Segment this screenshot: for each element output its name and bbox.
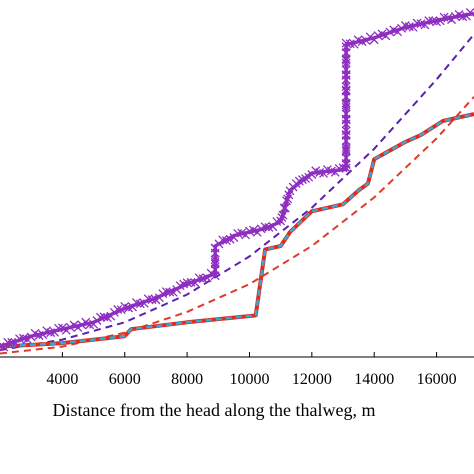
x-tick-label: 12000 — [292, 371, 332, 388]
x-axis: 4000 6000 8000 10000 12000 14000 16000 — [0, 352, 474, 388]
data-point — [46, 328, 56, 338]
data-point — [341, 145, 351, 155]
plot-area — [0, 7, 474, 355]
data-point — [365, 32, 375, 42]
data-point — [280, 203, 290, 213]
data-point — [341, 153, 351, 163]
data-point — [341, 126, 351, 136]
series-line-purple-solid-x-markers — [0, 11, 474, 349]
data-point — [57, 323, 67, 333]
series-markers — [0, 7, 474, 352]
data-point — [190, 278, 200, 288]
x-tick-label: 6000 — [109, 371, 141, 388]
data-point — [96, 312, 105, 322]
data-point — [277, 213, 287, 222]
data-point — [397, 23, 406, 33]
data-point — [165, 287, 175, 297]
data-point — [147, 295, 157, 305]
x-tick-label: 8000 — [171, 371, 203, 388]
data-point — [278, 210, 288, 220]
x-tick-label: 14000 — [354, 371, 394, 388]
data-point — [268, 222, 278, 232]
data-point — [210, 257, 220, 267]
data-point — [3, 337, 13, 347]
data-point — [424, 16, 434, 26]
data-point — [233, 228, 243, 238]
data-point — [298, 175, 307, 185]
series-line-red-solid-step — [0, 112, 474, 349]
data-point — [182, 278, 192, 288]
data-point — [345, 39, 355, 49]
data-point — [341, 55, 351, 65]
data-point — [341, 42, 351, 52]
data-point — [465, 7, 474, 17]
x-tick-label: 4000 — [46, 371, 78, 388]
x-axis-label: Distance from the head along the thalweg… — [53, 400, 376, 420]
data-point — [341, 102, 351, 112]
data-point — [81, 317, 91, 327]
data-point — [341, 98, 351, 108]
series-line-red-dashed-fit — [0, 96, 474, 355]
data-point — [54, 323, 63, 333]
data-point — [341, 82, 351, 92]
data-point — [210, 259, 220, 269]
data-point — [341, 85, 351, 95]
data-point — [341, 160, 351, 170]
data-point — [341, 109, 351, 119]
x-tick-label: 10000 — [229, 371, 269, 388]
data-point — [69, 320, 79, 330]
data-point — [458, 12, 468, 22]
data-point — [341, 129, 351, 139]
data-point — [73, 323, 83, 333]
series-line-cyan-dashed-step — [0, 112, 474, 348]
data-point — [341, 100, 351, 110]
data-point — [341, 142, 351, 152]
x-tick-label: 16000 — [417, 371, 457, 388]
data-point — [279, 203, 289, 213]
data-point — [15, 334, 24, 344]
data-point — [341, 65, 351, 75]
data-point — [0, 342, 5, 352]
data-point — [113, 305, 123, 314]
series-line-purple-dashed-fit — [0, 33, 474, 352]
data-point — [22, 334, 32, 344]
data-point — [77, 320, 87, 330]
data-point — [341, 147, 351, 156]
data-point — [341, 58, 351, 68]
data-point — [135, 299, 145, 309]
data-point — [210, 255, 220, 265]
